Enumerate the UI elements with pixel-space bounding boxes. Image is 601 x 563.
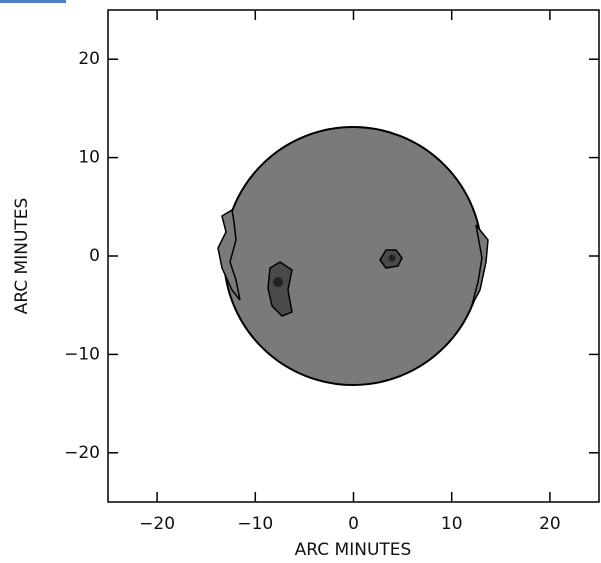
disk	[224, 127, 482, 385]
y-axis-label: ARC MINUTES	[12, 198, 32, 315]
y-tick-label: −10	[64, 344, 100, 364]
solar-disk	[218, 127, 488, 385]
y-tick-label: 0	[89, 246, 100, 266]
active-core	[389, 255, 396, 262]
crop-edge	[0, 0, 66, 3]
x-tick-label: −20	[139, 514, 175, 534]
active-core	[273, 277, 283, 287]
y-tick-label: 20	[78, 49, 100, 69]
chart: ARC MINUTES ARC MINUTES −20 −10 0 10 20 −20 −1…	[0, 0, 601, 563]
y-tick-label: 10	[78, 148, 100, 168]
x-tick-label: 10	[441, 514, 463, 534]
x-tick-label: −10	[237, 514, 273, 534]
x-axis-label: ARC MINUTES	[295, 540, 412, 560]
x-tick-label: 0	[348, 514, 359, 534]
y-tick-label: −20	[64, 443, 100, 463]
x-tick-label: 20	[539, 514, 561, 534]
